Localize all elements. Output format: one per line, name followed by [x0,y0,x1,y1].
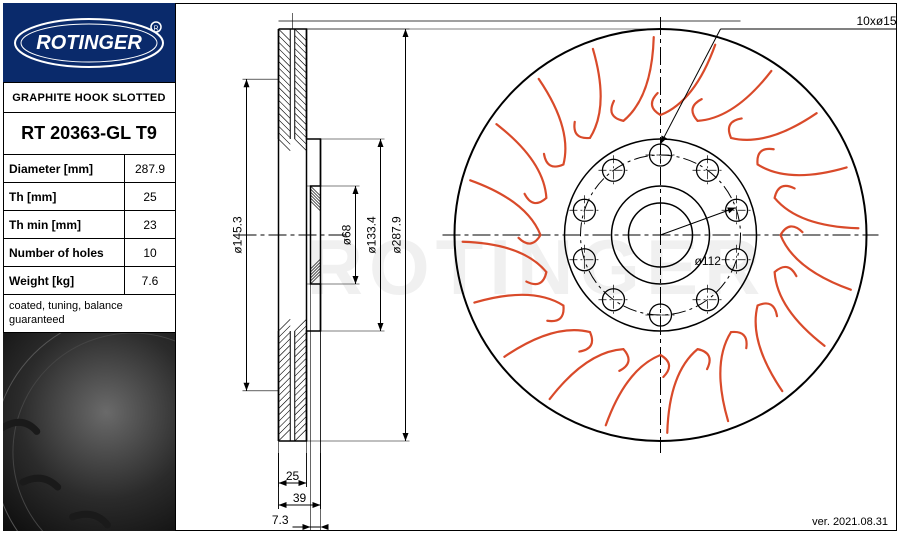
svg-text:39: 39 [293,491,307,505]
spec-label: Th min [mm] [3,211,125,238]
brand-text: ROTINGER [36,32,142,54]
svg-text:10xø15.2: 10xø15.2 [857,14,898,28]
spec-value: 10 [125,239,175,266]
spec-label: Diameter [mm] [3,155,125,182]
spec-value: 287.9 [125,155,175,182]
spec-row: Th min [mm] 23 [3,211,175,239]
svg-text:R: R [153,25,158,32]
spec-row: Weight [kg] 7.6 [3,267,175,295]
svg-text:ø287.9: ø287.9 [390,216,404,254]
notes: coated, tuning, balance guaranteed [3,295,175,333]
version-label: ver. 2021.08.31 [812,516,888,528]
svg-text:ø145.3: ø145.3 [231,216,245,254]
svg-text:ø112: ø112 [695,254,722,268]
svg-text:ø133.4: ø133.4 [365,216,379,254]
svg-text:25: 25 [286,469,300,483]
spec-value: 25 [125,183,175,210]
spec-row: Number of holes 10 [3,239,175,267]
technical-drawing: ø287.9 ø133.4 ø68 ø145.3 25 39 7.3 ø112 10xø15.2 [176,3,897,531]
product-subtitle: GRAPHITE HOOK SLOTTED [3,83,175,113]
svg-text:7.3: 7.3 [272,513,289,527]
part-number: RT 20363-GL T9 [3,113,175,155]
brand-logo: ROTINGER R [3,3,175,83]
product-photo [3,333,175,531]
spec-label: Weight [kg] [3,267,125,294]
spec-value: 7.6 [125,267,175,294]
spec-row: Th [mm] 25 [3,183,175,211]
spec-label: Number of holes [3,239,125,266]
spec-label: Th [mm] [3,183,125,210]
svg-text:ø68: ø68 [340,224,354,245]
spec-row: Diameter [mm] 287.9 [3,155,175,183]
spec-value: 23 [125,211,175,238]
info-panel: ROTINGER R GRAPHITE HOOK SLOTTED RT 2036… [3,3,176,531]
